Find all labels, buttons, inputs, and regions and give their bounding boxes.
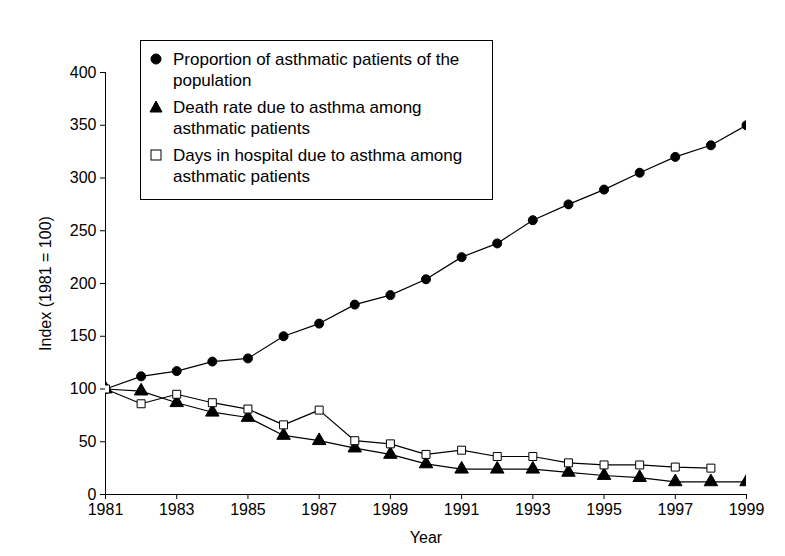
svg-text:1993: 1993 (515, 501, 551, 518)
svg-text:1997: 1997 (657, 501, 693, 518)
svg-text:200: 200 (70, 275, 97, 292)
svg-text:1991: 1991 (444, 501, 480, 518)
svg-text:300: 300 (70, 169, 97, 186)
html-text:Death rate due to asthma among: Death rate due to asthma among asthmatic… (173, 98, 422, 138)
svg-text:50: 50 (79, 433, 97, 450)
svg-text:250: 250 (70, 222, 97, 239)
svg-text:1999: 1999 (729, 501, 765, 518)
svg-text:Index (1981 = 100): Index (1981 = 100) (37, 216, 54, 351)
svg-text:150: 150 (70, 327, 97, 344)
svg-text:350: 350 (70, 116, 97, 133)
svg-text:1983: 1983 (159, 501, 195, 518)
svg-text:1981: 1981 (88, 501, 124, 518)
svg-text:1987: 1987 (301, 501, 337, 518)
svg-text:1989: 1989 (373, 501, 409, 518)
svg-text:1985: 1985 (230, 501, 266, 518)
html-text:Proportion of asthmatic patien: Proportion of asthmatic patients of the … (173, 50, 460, 90)
svg-text:Year: Year (410, 529, 443, 546)
svg-text:0: 0 (87, 485, 97, 503)
svg-text:100: 100 (70, 380, 97, 397)
html-text:Days in hospital due to asthma: Days in hospital due to asthma among ast… (173, 146, 463, 186)
svg-text:1995: 1995 (586, 501, 622, 518)
svg-text:400: 400 (70, 64, 97, 81)
